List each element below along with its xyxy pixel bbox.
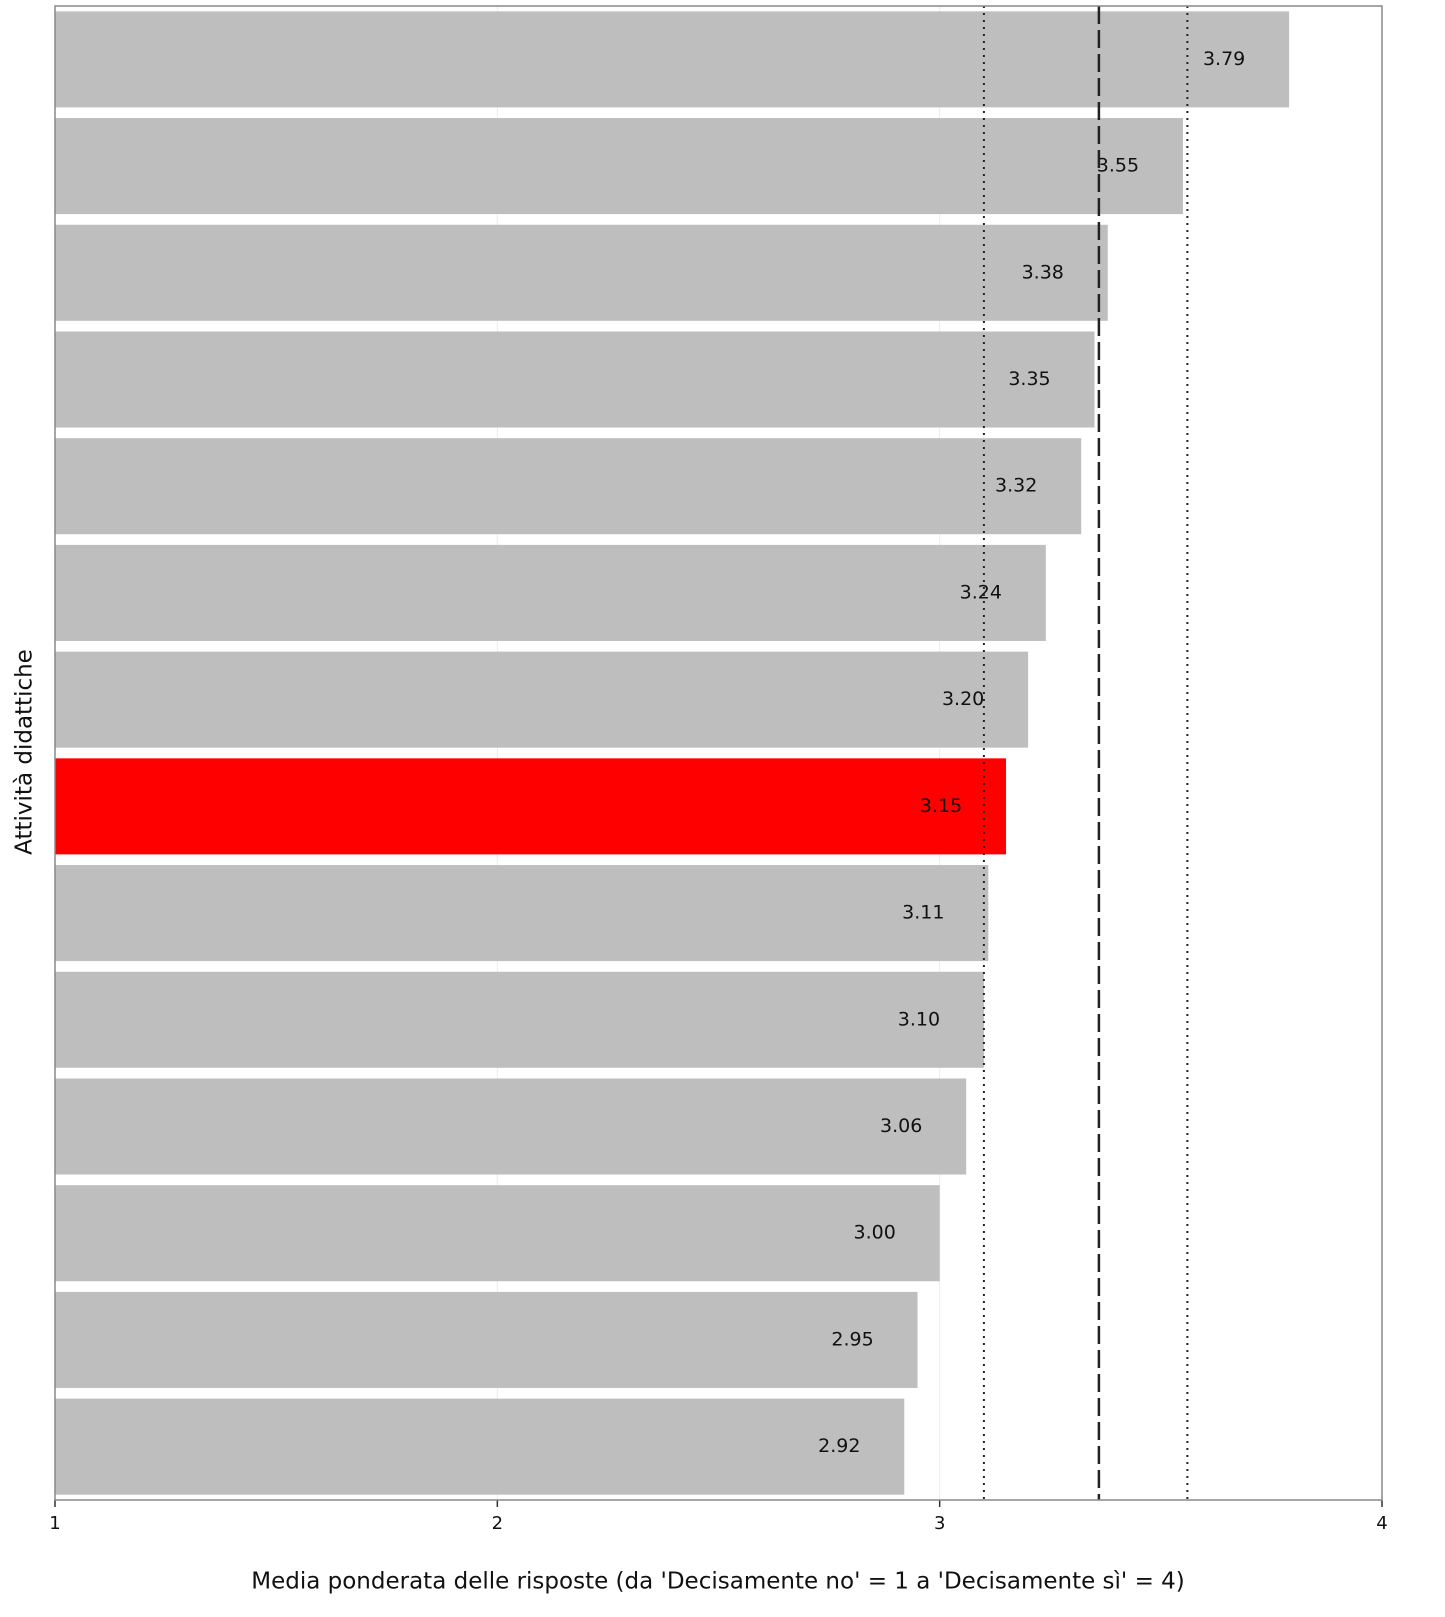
x-tick-label: 2 (492, 1513, 503, 1534)
bar (55, 544, 1046, 641)
plot-frame (54, 5, 1383, 1501)
value-label: 3.15 (920, 795, 962, 817)
bar (55, 1185, 940, 1282)
bar (55, 11, 1290, 108)
value-label: 3.11 (902, 902, 944, 924)
bar (55, 651, 1029, 748)
bar (55, 438, 1082, 535)
bar (55, 331, 1095, 428)
bar (55, 971, 984, 1068)
y-axis-label: Attività didattiche (12, 649, 38, 855)
x-tick-label: 3 (934, 1513, 945, 1534)
x-tick-label: 1 (49, 1513, 60, 1534)
bar (55, 865, 989, 962)
value-label: 3.06 (880, 1115, 922, 1137)
value-label: 2.92 (818, 1435, 860, 1457)
value-label: 2.95 (831, 1328, 873, 1350)
value-label: 3.38 (1022, 261, 1064, 283)
x-axis-label: Media ponderata delle risposte (da 'Deci… (251, 1569, 1185, 1595)
value-label: 3.10 (898, 1008, 940, 1030)
value-label: 3.79 (1203, 48, 1245, 70)
x-tick-label: 4 (1376, 1513, 1387, 1534)
value-label: 3.20 (942, 688, 984, 710)
bar (55, 1291, 918, 1388)
bar (55, 1398, 905, 1495)
value-label: 3.55 (1097, 155, 1139, 177)
bar (55, 118, 1183, 215)
bar (55, 224, 1108, 321)
value-label: 3.35 (1008, 368, 1050, 390)
bar (55, 758, 1007, 855)
value-label: 3.00 (854, 1222, 896, 1244)
value-label: 3.24 (960, 581, 1002, 603)
value-label: 3.32 (995, 475, 1037, 497)
bar (55, 1078, 967, 1175)
